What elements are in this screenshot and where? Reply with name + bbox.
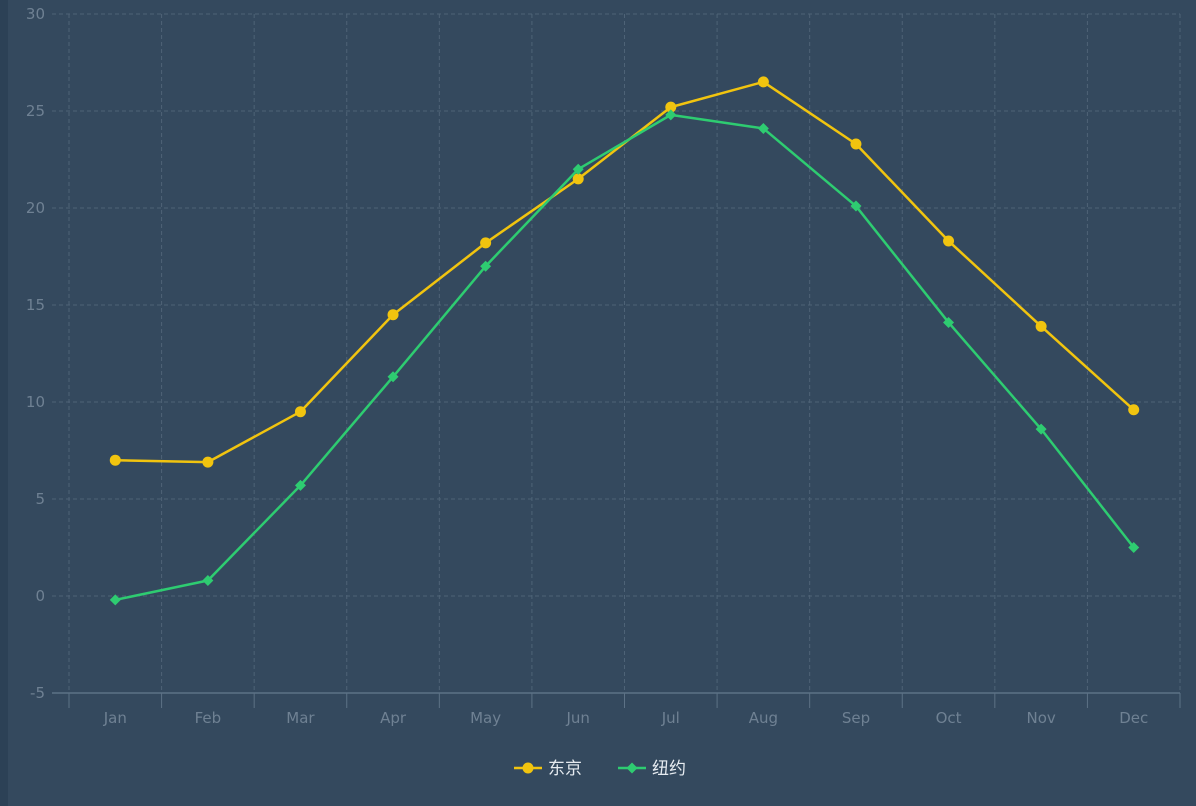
data-point-marker bbox=[665, 109, 677, 121]
data-point-marker bbox=[850, 138, 862, 150]
x-tick-label: Jun bbox=[565, 709, 589, 727]
data-point-marker bbox=[109, 594, 121, 606]
x-tick-label: Apr bbox=[380, 709, 407, 727]
data-point-marker bbox=[1128, 404, 1140, 416]
x-tick-label: Sep bbox=[842, 709, 870, 727]
data-point-marker bbox=[572, 163, 584, 175]
y-tick-label: 25 bbox=[26, 102, 45, 120]
x-tick-label: Jan bbox=[103, 709, 127, 727]
legend-label: 纽约 bbox=[652, 759, 686, 779]
data-point-marker bbox=[202, 456, 214, 468]
y-tick-label: 15 bbox=[26, 296, 45, 314]
data-point-marker bbox=[387, 371, 399, 383]
data-point-marker bbox=[850, 200, 862, 212]
data-point-marker bbox=[572, 173, 584, 185]
data-point-marker bbox=[757, 122, 769, 134]
x-tick-label: Mar bbox=[286, 709, 315, 727]
x-axis-ticks: Jan Feb Mar Apr May Jun Jul Aug Sep Oct Nov Dec bbox=[103, 709, 1148, 727]
y-tick-label: -5 bbox=[30, 684, 45, 702]
y-tick-label: 10 bbox=[26, 393, 45, 411]
legend-marker bbox=[626, 762, 638, 774]
legend[interactable]: 东京 纽约 bbox=[514, 759, 686, 779]
y-tick-label: 5 bbox=[35, 490, 45, 508]
x-tick-label: May bbox=[470, 709, 501, 727]
series-line-1 bbox=[115, 113, 1135, 602]
data-point-marker bbox=[294, 479, 306, 491]
y-tick-label: 30 bbox=[26, 5, 45, 23]
data-point-marker bbox=[1035, 423, 1047, 435]
x-tick-label: Jul bbox=[661, 709, 680, 727]
legend-marker bbox=[522, 762, 534, 774]
data-point-marker bbox=[480, 260, 492, 272]
x-tick-label: Nov bbox=[1026, 709, 1055, 727]
x-tick-label: Dec bbox=[1119, 709, 1148, 727]
legend-label: 东京 bbox=[548, 759, 582, 779]
data-point-marker bbox=[109, 454, 121, 466]
data-point-marker bbox=[757, 76, 769, 88]
grid-lines bbox=[52, 13, 1181, 693]
axes bbox=[52, 692, 1181, 708]
x-tick-label: Aug bbox=[749, 709, 778, 727]
data-point-marker bbox=[943, 235, 955, 247]
data-point-marker bbox=[665, 101, 677, 113]
x-tick-label: Oct bbox=[936, 709, 962, 727]
data-point-marker bbox=[480, 237, 492, 249]
y-axis-ticks: -5 0 5 10 15 20 25 30 bbox=[26, 5, 45, 702]
data-point-marker bbox=[943, 316, 955, 328]
series-layer bbox=[109, 76, 1140, 606]
x-tick-label: Feb bbox=[195, 709, 222, 727]
data-point-marker bbox=[1128, 542, 1140, 553]
data-point-marker bbox=[387, 309, 399, 321]
y-tick-label: 0 bbox=[35, 587, 45, 605]
data-point-marker bbox=[294, 406, 306, 418]
data-point-marker bbox=[1035, 320, 1047, 332]
y-tick-label: 20 bbox=[26, 199, 45, 217]
series-line-0 bbox=[115, 80, 1135, 464]
data-point-marker bbox=[202, 574, 214, 586]
